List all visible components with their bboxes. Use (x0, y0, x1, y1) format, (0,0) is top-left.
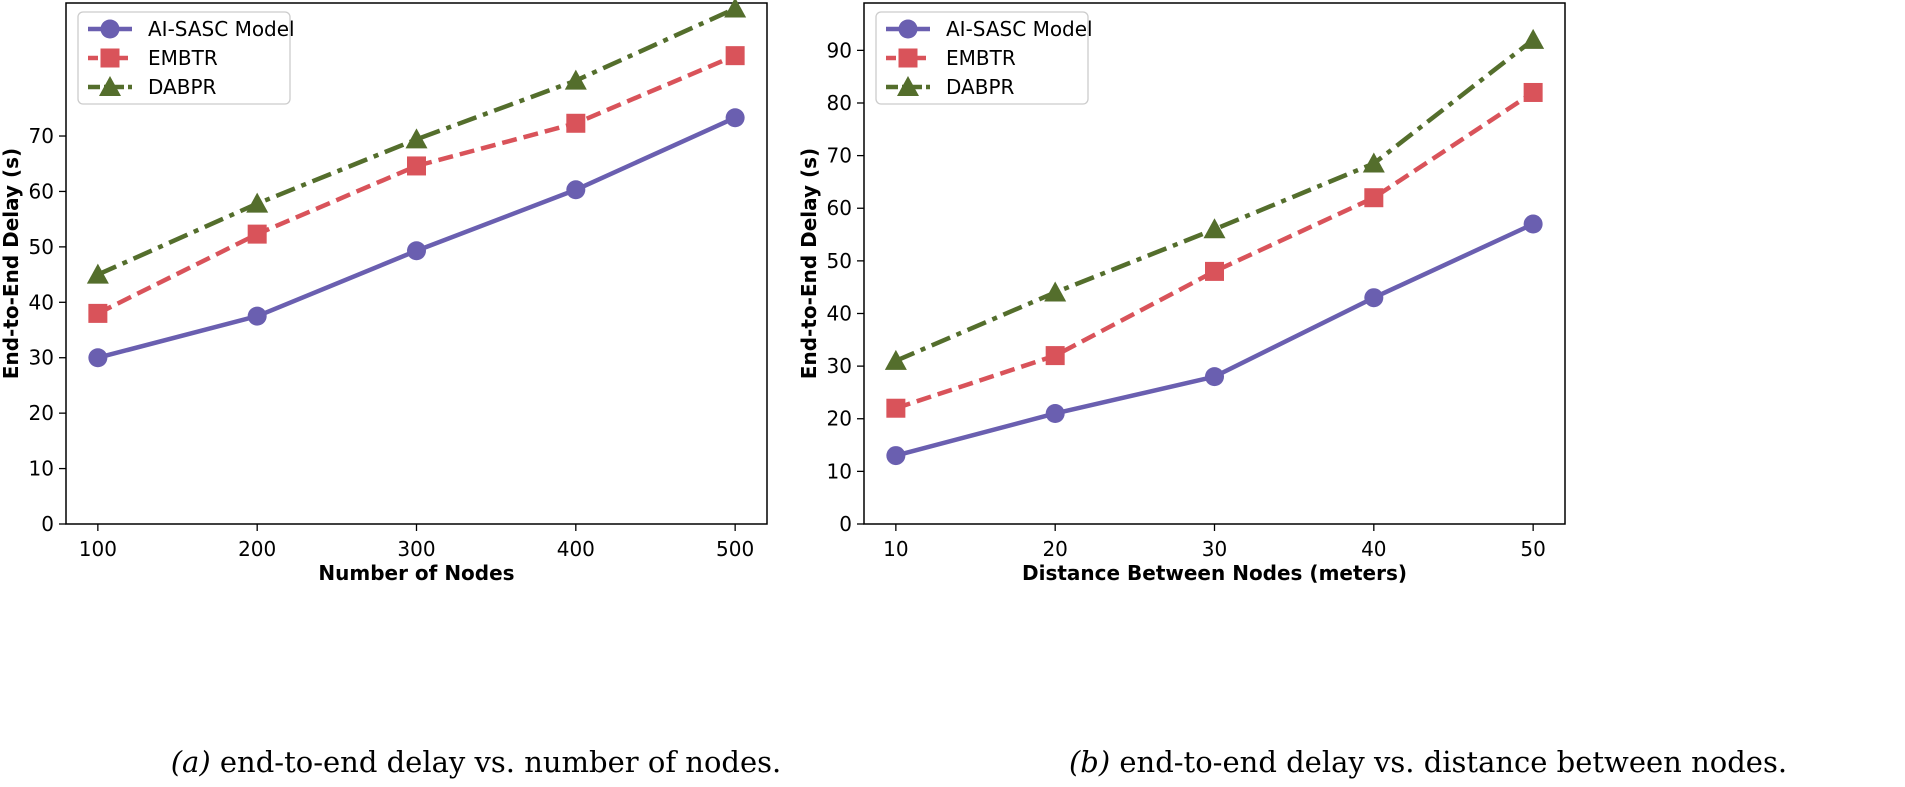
y-tick-label: 50 (29, 235, 54, 259)
legend-box (77, 11, 291, 105)
legend-marker (897, 76, 919, 96)
legend-label: DABPR (148, 75, 217, 99)
series-line (96, 6, 737, 277)
y-tick-label: 90 (827, 38, 852, 62)
data-point (407, 241, 426, 261)
y-tick-label: 0 (839, 512, 852, 536)
y-axis-label: End-to-End Delay (s) (0, 148, 23, 379)
chart-a: 0 10 20 30 40 50 60 70 100 200 300 400 500 Number of … (0, 0, 768, 585)
data-point (86, 263, 109, 284)
legend-marker (100, 19, 120, 39)
data-point (1045, 346, 1065, 366)
legend-marker (898, 48, 918, 68)
y-tick-label: 60 (827, 196, 852, 220)
y-tick-label: 30 (827, 354, 852, 378)
data-point (1045, 403, 1065, 423)
x-axis-label: Distance Between Nodes (meters) (1022, 561, 1407, 585)
legend-label: DABPR (946, 75, 1015, 99)
caption-a-text: end-to-end delay vs. number of nodes. (210, 745, 782, 779)
legend-marker (100, 48, 120, 68)
x-tick-label: 30 (1202, 537, 1227, 561)
data-point (1364, 288, 1384, 308)
data-point (886, 446, 906, 466)
x-axis-label: Number of Nodes (318, 561, 514, 585)
data-point (247, 224, 267, 244)
data-point (247, 306, 267, 326)
data-point (564, 69, 587, 90)
data-point (1364, 188, 1384, 208)
legend: AI-SASC Model EMBTR DABPR (77, 11, 295, 105)
y-tick-label: 10 (29, 457, 54, 481)
y-tick-label: 40 (29, 290, 54, 314)
chart-b: 0 10 20 30 40 50 60 70 80 90 10 20 30 40 50 Distance Be… (797, 2, 1566, 585)
data-point (407, 156, 426, 176)
series-line (96, 53, 737, 316)
data-point (884, 349, 907, 370)
legend-label: AI-SASC Model (946, 17, 1093, 41)
data-point (566, 180, 586, 200)
caption-a: (a) end-to-end delay vs. number of nodes… (0, 745, 952, 779)
y-tick-label: 50 (827, 249, 852, 273)
y-tick-label: 30 (29, 346, 54, 370)
series-line (895, 221, 1535, 458)
caption-b-text: end-to-end delay vs. distance between no… (1110, 745, 1788, 779)
x-tick-label: 200 (238, 537, 276, 561)
y-tick-label: 60 (29, 179, 54, 203)
y-tick-label: 70 (827, 144, 852, 168)
data-point (886, 398, 906, 418)
y-tick-label: 80 (827, 91, 852, 115)
y-tick-label: 20 (827, 407, 852, 431)
data-point (725, 46, 745, 66)
x-tick-label: 300 (397, 537, 435, 561)
data-point (1362, 152, 1385, 173)
data-point (246, 192, 269, 213)
data-point (88, 303, 108, 323)
data-point (1522, 28, 1545, 49)
data-point (1523, 82, 1543, 102)
data-point (1044, 281, 1067, 302)
data-point (1205, 261, 1224, 281)
x-tick-label: 400 (557, 537, 595, 561)
legend-label: AI-SASC Model (148, 17, 295, 41)
legend: AI-SASC Model EMBTR DABPR (875, 11, 1093, 105)
caption-b-label: (b) (1068, 745, 1111, 779)
x-tick-label: 10 (883, 537, 908, 561)
series-line (895, 90, 1535, 411)
y-axis-label: End-to-End Delay (s) (797, 148, 821, 379)
x-tick-label: 50 (1520, 537, 1545, 561)
x-tick-label: 20 (1042, 537, 1067, 561)
x-tick-label: 40 (1361, 537, 1386, 561)
legend-marker (898, 19, 918, 39)
y-tick-label: 70 (29, 124, 54, 148)
legend-marker (99, 76, 121, 96)
data-point (1203, 218, 1226, 239)
legend-label: EMBTR (148, 46, 218, 70)
data-point (724, 0, 747, 18)
data-point (566, 113, 586, 133)
caption-b: (b) end-to-end delay vs. distance betwee… (952, 745, 1904, 779)
y-tick-label: 40 (827, 301, 852, 325)
y-tick-label: 0 (41, 512, 54, 536)
data-point (88, 348, 108, 368)
data-point (405, 128, 428, 149)
series-line (97, 115, 737, 360)
x-tick-label: 100 (79, 537, 117, 561)
y-tick-label: 20 (29, 401, 54, 425)
data-point (725, 108, 745, 128)
y-tick-label: 10 (827, 459, 852, 483)
legend-label: EMBTR (946, 46, 1016, 70)
x-tick-label: 500 (716, 537, 754, 561)
data-point (1205, 367, 1224, 387)
caption-a-label: (a) (170, 745, 211, 779)
legend-box (875, 11, 1089, 105)
data-point (1523, 214, 1543, 234)
